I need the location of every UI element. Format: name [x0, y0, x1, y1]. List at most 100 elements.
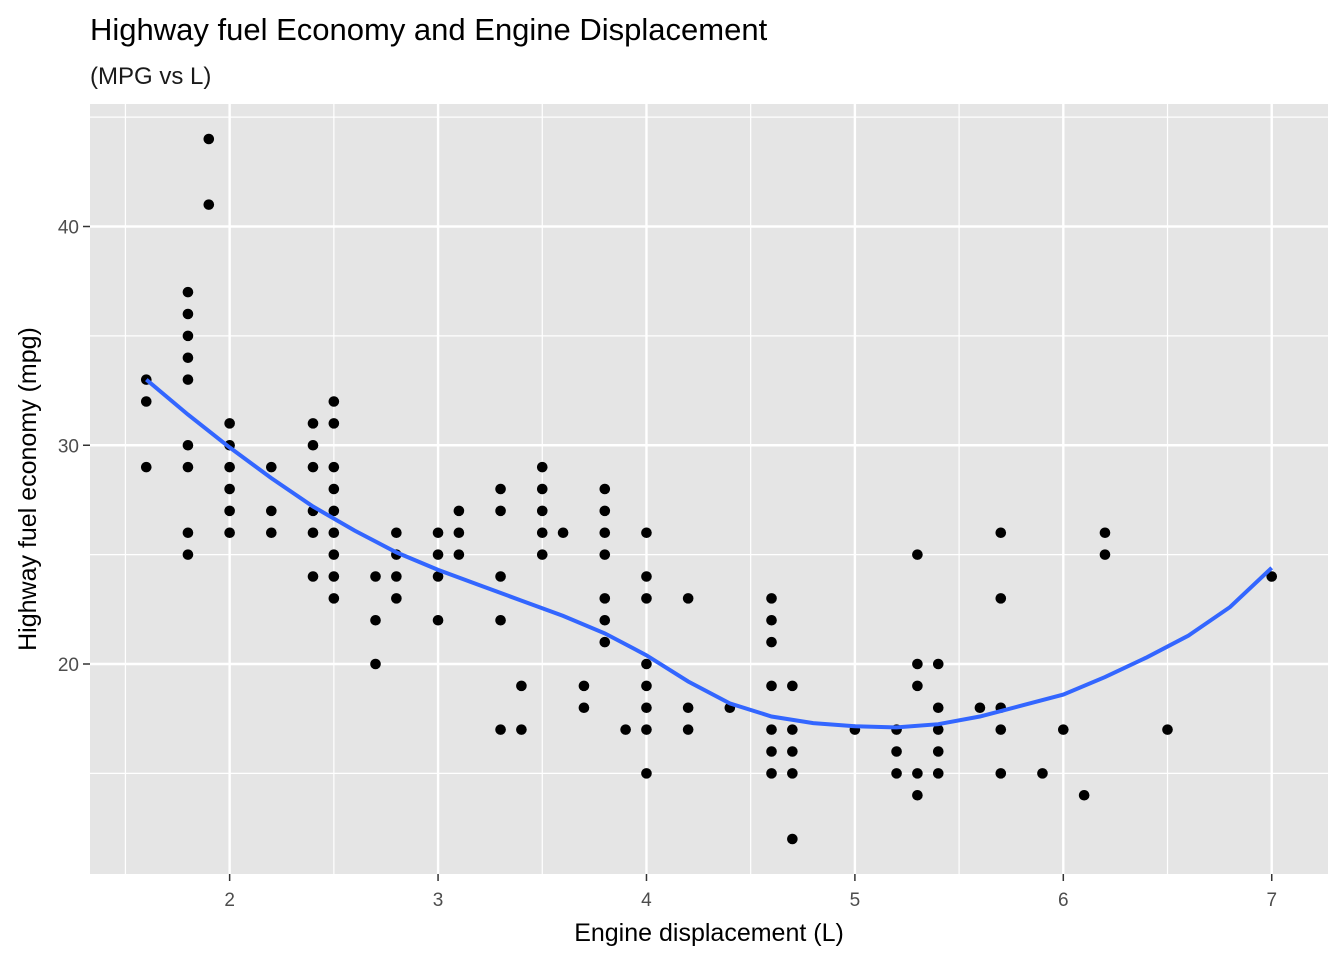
smooth-line: [145, 378, 1274, 730]
data-point: [182, 527, 194, 539]
data-point: [370, 571, 381, 582]
data-point: [641, 593, 652, 604]
data-point: [599, 527, 611, 539]
data-point: [182, 330, 194, 342]
data-point: [787, 724, 798, 735]
data-point: [1078, 789, 1090, 801]
data-point: [1099, 527, 1111, 539]
data-point: [912, 680, 923, 692]
data-point: [182, 461, 194, 473]
data-point: [641, 680, 652, 692]
data-point: [495, 571, 506, 582]
data-point: [495, 614, 506, 626]
data-point: [432, 549, 444, 560]
major-gridlines: [90, 104, 1328, 874]
data-point: [787, 833, 798, 845]
data-point: [641, 702, 652, 714]
data-point: [1099, 549, 1111, 560]
data-point: [641, 724, 652, 735]
data-point: [391, 593, 402, 604]
data-point: [766, 724, 777, 735]
data-point: [599, 549, 611, 560]
data-point: [578, 680, 590, 692]
data-point: [391, 527, 402, 539]
chart-subtitle: (MPG vs L): [90, 63, 211, 90]
data-point: [495, 505, 506, 517]
data-point: [766, 593, 777, 604]
data-point: [224, 418, 235, 429]
data-point: [932, 724, 944, 735]
data-point: [599, 636, 611, 648]
data-point: [266, 461, 277, 473]
data-point: [641, 571, 652, 582]
data-point: [328, 461, 340, 473]
data-point: [787, 680, 798, 692]
data-point: [932, 768, 944, 779]
y-tick-label: 40: [58, 218, 79, 239]
data-point: [182, 286, 194, 298]
data-point: [766, 746, 777, 757]
data-point: [536, 527, 548, 539]
data-point: [557, 527, 569, 539]
x-tick-label: 7: [1266, 890, 1277, 911]
data-point: [224, 527, 235, 539]
data-point: [432, 614, 444, 626]
data-point: [453, 527, 465, 539]
data-point: [1058, 724, 1069, 735]
chart-title: Highway fuel Economy and Engine Displace…: [90, 12, 768, 47]
data-point: [182, 352, 194, 364]
x-tick-label: 6: [1058, 890, 1069, 911]
data-point: [432, 527, 444, 539]
data-point: [203, 199, 215, 210]
data-point: [307, 461, 319, 473]
data-point: [140, 396, 152, 407]
y-axis-title: Highway fuel economy (mpg): [14, 327, 42, 651]
data-point: [307, 439, 319, 451]
data-point: [912, 549, 923, 560]
data-point: [140, 461, 152, 473]
data-point: [932, 702, 944, 714]
data-point: [328, 527, 340, 539]
data-point: [536, 549, 548, 560]
data-point: [912, 658, 923, 670]
data-point: [641, 527, 652, 539]
x-axis: 2 3 4 5 6 7: [224, 874, 1277, 911]
data-point: [932, 746, 944, 757]
data-point: [599, 505, 611, 517]
data-point: [328, 571, 340, 582]
data-point: [516, 680, 527, 692]
data-point: [328, 593, 340, 604]
data-point: [599, 593, 611, 604]
data-point: [1162, 724, 1173, 735]
data-point: [682, 724, 694, 735]
data-point: [891, 768, 902, 779]
data-point: [787, 746, 798, 757]
data-point: [182, 439, 194, 451]
data-point: [536, 505, 548, 517]
data-point: [182, 308, 194, 320]
data-point: [328, 418, 340, 429]
data-point: [266, 527, 277, 539]
data-point: [995, 724, 1007, 735]
data-point: [307, 527, 319, 539]
data-point: [307, 571, 319, 582]
data-point: [328, 549, 340, 560]
data-point: [328, 505, 340, 517]
data-point: [682, 593, 694, 604]
data-point: [766, 768, 777, 779]
data-point: [974, 702, 986, 714]
data-point: [391, 571, 402, 582]
data-point: [307, 418, 319, 429]
x-tick-label: 4: [641, 890, 652, 911]
data-point: [932, 658, 944, 670]
data-point: [224, 505, 235, 517]
data-point: [328, 483, 340, 495]
data-point: [787, 768, 798, 779]
data-point: [182, 374, 194, 385]
data-point: [203, 133, 215, 145]
data-point: [224, 483, 235, 495]
minor-gridlines: [90, 104, 1328, 874]
data-point: [495, 483, 506, 495]
data-point: [682, 702, 694, 714]
